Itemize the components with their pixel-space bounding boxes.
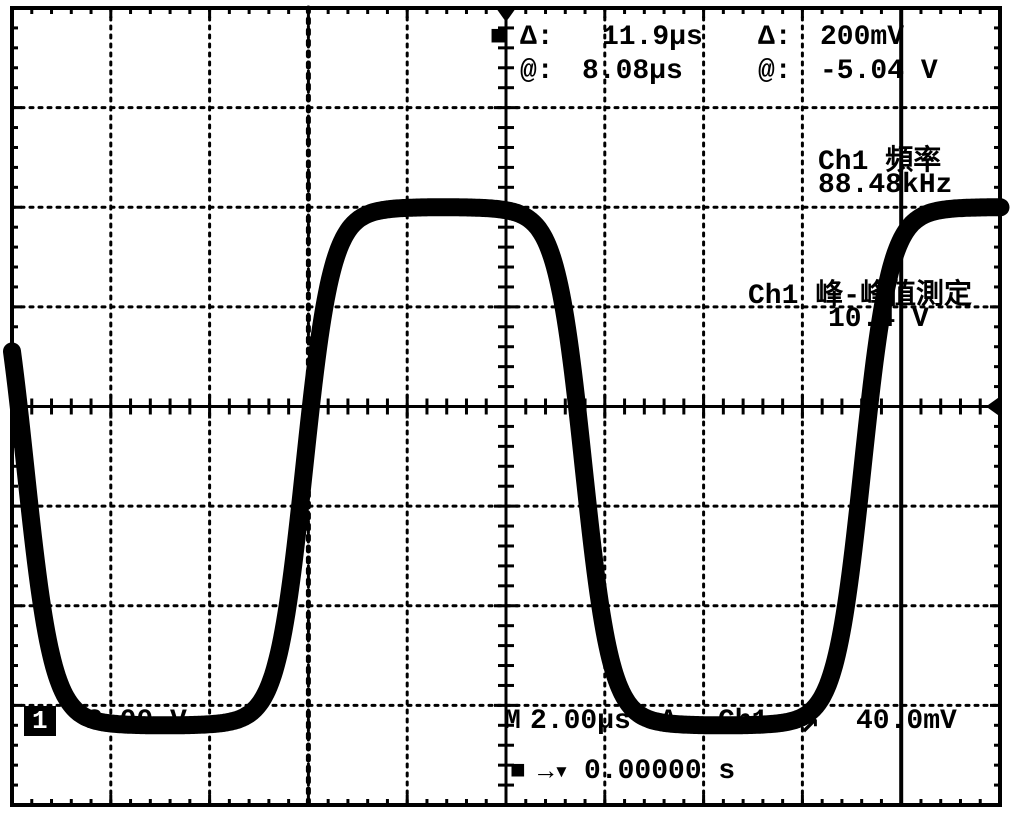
meas1-value: 88.48kHz: [818, 170, 952, 201]
at-t-value: 8.08µs: [582, 56, 683, 87]
trigger-slope-icon: ↗: [800, 702, 819, 742]
cursor-marker-icon: ■: [490, 22, 507, 53]
delay-marker-icon: ■: [510, 756, 526, 786]
channel-scale: 2.00 V: [86, 706, 187, 737]
at-v-label: @:: [758, 56, 792, 87]
delta-t-label: Δ:: [520, 22, 554, 53]
delay-arrow-icon: →▾: [538, 756, 569, 787]
timebase-label: M: [504, 706, 521, 737]
coupling-icon: ∿: [208, 706, 231, 741]
at-t-label: @:: [520, 56, 554, 87]
meas2-value: 10.4 V: [828, 304, 929, 335]
trigger-level: 40.0mV: [856, 706, 957, 737]
trigger-mode: A: [660, 706, 677, 737]
delta-v-value: 200mV: [820, 22, 904, 53]
channel-indicator: 1: [24, 706, 56, 736]
delay-value: 0.00000 s: [584, 756, 735, 787]
trigger-source: Ch1: [718, 706, 768, 737]
delta-v-label: Δ:: [758, 22, 792, 53]
delta-t-value: 11.9µs: [602, 22, 703, 53]
at-v-value: -5.04 V: [820, 56, 938, 87]
oscilloscope-display: [0, 0, 1010, 819]
timebase-value: 2.00µs: [530, 706, 631, 737]
